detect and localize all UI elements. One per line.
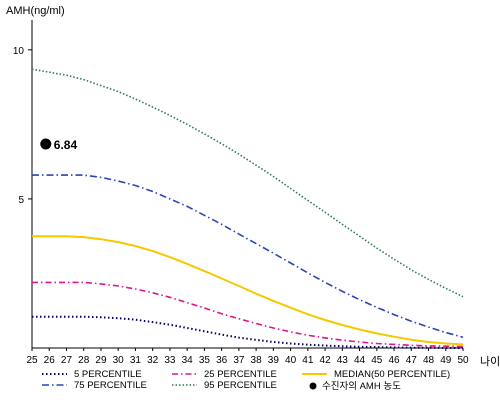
x-tick-label: 26 <box>44 355 56 366</box>
legend-label: MEDIAN(50 PERCENTILE) <box>334 369 450 380</box>
legend-label: 5 PERCENTILE <box>74 369 142 380</box>
x-tick-label: 49 <box>440 355 452 366</box>
x-tick-label: 50 <box>457 355 469 366</box>
patient-point-layer: 6.84 <box>40 138 77 152</box>
legend-label: 75 PERCENTILE <box>74 380 147 391</box>
x-tick-label: 43 <box>337 355 349 366</box>
axes: 5 10 25 26 27 28 29 30 31 32 33 34 35 36 37 38 39 40 41 42 4… <box>13 20 469 366</box>
series-line <box>31 68 464 298</box>
legend-item: MEDIAN(50 PERCENTILE) <box>302 369 450 380</box>
x-tick-label: 27 <box>61 355 73 366</box>
y-tick-label: 5 <box>18 195 24 206</box>
x-tick-label: 28 <box>78 355 90 366</box>
x-tick-label: 39 <box>268 355 280 366</box>
x-tick-label: 36 <box>216 355 228 366</box>
y-axis-label: AMH(ng/ml) <box>6 5 65 17</box>
legend: 5 PERCENTILE 25 PERCENTILE MEDIAN(50 PERCE… <box>42 369 450 392</box>
x-tick-label: 33 <box>164 355 176 366</box>
x-tick-label: 32 <box>147 355 159 366</box>
x-tick-label: 47 <box>406 355 418 366</box>
series-line <box>32 235 464 346</box>
x-tick-label: 41 <box>302 355 314 366</box>
x-tick-label: 40 <box>285 355 297 366</box>
x-tick-label: 25 <box>26 355 38 366</box>
legend-item: 25 PERCENTILE <box>172 369 277 380</box>
x-tick-label: 30 <box>113 355 125 366</box>
x-tick-label: 35 <box>199 355 211 366</box>
patient-point-label: 6.84 <box>54 138 78 152</box>
y-tick-label: 10 <box>13 46 25 57</box>
legend-item: 5 PERCENTILE <box>42 369 142 380</box>
legend-item: 수진자의 AMH 농도 <box>309 381 401 392</box>
x-tick-label: 38 <box>251 355 263 366</box>
legend-item: 75 PERCENTILE <box>42 380 147 391</box>
legend-label: 95 PERCENTILE <box>204 380 277 391</box>
x-tick-label: 31 <box>130 355 142 366</box>
series-line <box>32 281 464 348</box>
legend-point-swatch <box>309 382 317 390</box>
x-tick-label: 29 <box>95 355 107 366</box>
x-tick-label: 37 <box>233 355 245 366</box>
x-tick-label: 34 <box>182 355 194 366</box>
legend-item: 95 PERCENTILE <box>172 380 277 391</box>
patient-point <box>40 138 52 150</box>
legend-label: 25 PERCENTILE <box>204 369 277 380</box>
x-tick-label: 42 <box>320 355 332 366</box>
series-layer <box>31 68 464 349</box>
series-line <box>32 174 464 339</box>
legend-label: 수진자의 AMH 농도 <box>322 381 401 392</box>
x-tick-label: 44 <box>354 355 366 366</box>
x-axis-label: 나이 <box>480 355 500 368</box>
series-line <box>32 315 463 349</box>
x-tick-label: 48 <box>423 355 435 366</box>
x-tick-label: 46 <box>388 355 400 366</box>
x-tick-label: 45 <box>371 355 383 366</box>
